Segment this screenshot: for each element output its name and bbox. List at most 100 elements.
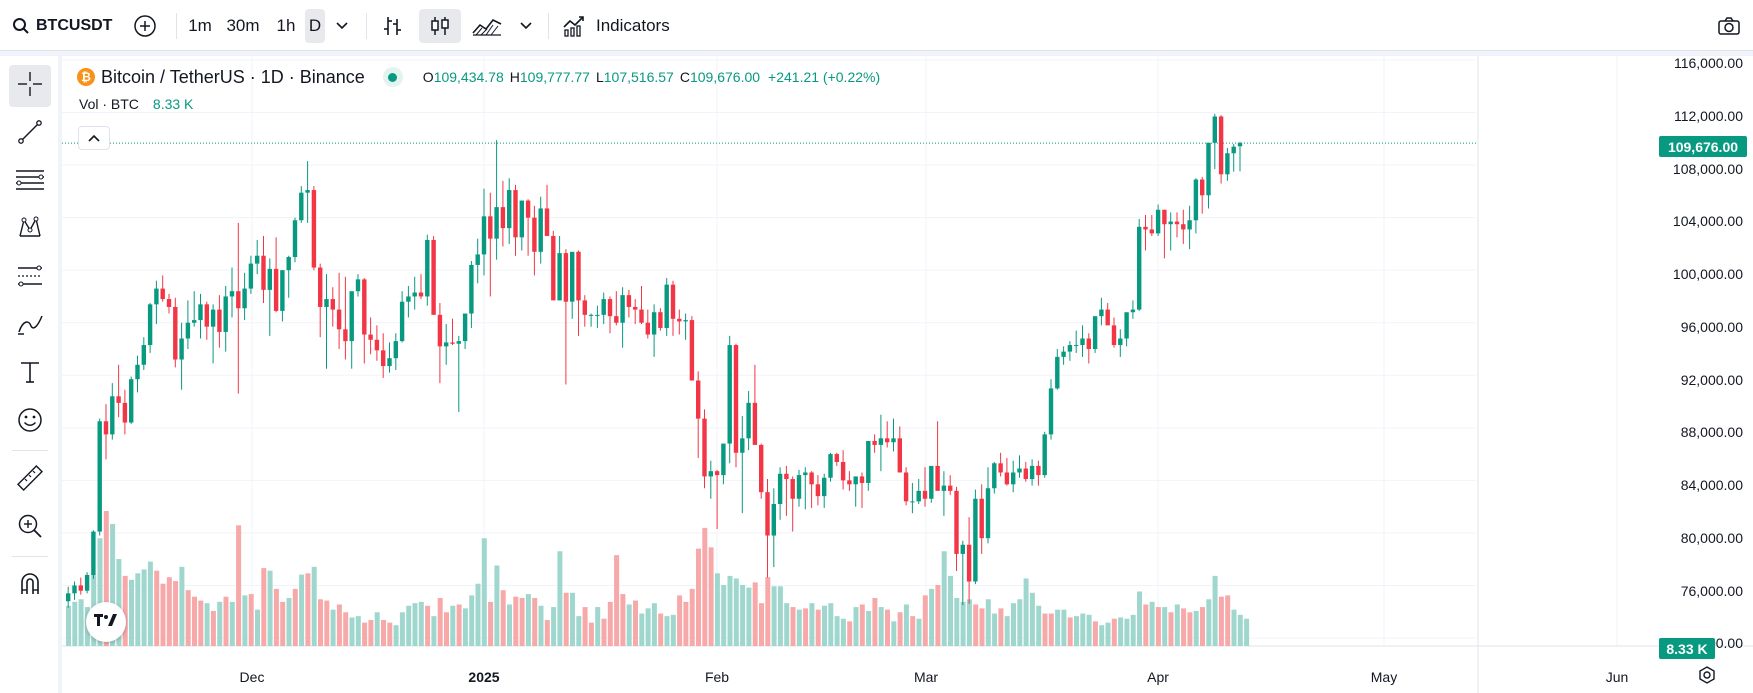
volume-bar bbox=[941, 551, 947, 646]
candle-body bbox=[1105, 309, 1110, 326]
magnet-tool[interactable] bbox=[9, 565, 51, 607]
volume-bar bbox=[998, 608, 1004, 646]
chevron-up-icon bbox=[88, 129, 100, 147]
candle-body bbox=[897, 438, 902, 473]
volume-bar bbox=[1187, 612, 1193, 646]
trendline-tool[interactable] bbox=[9, 113, 51, 155]
volume-bar bbox=[1200, 607, 1205, 646]
emoji-icon bbox=[16, 406, 44, 439]
legend-collapse-button[interactable] bbox=[78, 126, 110, 150]
volume-bar bbox=[103, 511, 109, 646]
volume-bar bbox=[1124, 618, 1130, 646]
candle-body bbox=[903, 472, 909, 502]
volume-bar bbox=[198, 600, 204, 646]
emoji-tool[interactable] bbox=[9, 401, 51, 443]
volume-bar bbox=[192, 596, 197, 646]
indicators-button[interactable]: Indicators bbox=[562, 9, 682, 43]
volume-bar bbox=[1237, 614, 1243, 646]
candle-body bbox=[116, 396, 121, 403]
candle-body bbox=[563, 253, 569, 302]
candle-body bbox=[1193, 179, 1199, 221]
pattern-tool[interactable] bbox=[9, 209, 51, 251]
candle-body bbox=[633, 306, 638, 310]
tradingview-logo[interactable] bbox=[86, 602, 126, 642]
candle-body bbox=[425, 239, 430, 297]
plus-circle-icon bbox=[133, 14, 157, 38]
volume-bar bbox=[1193, 610, 1199, 646]
volume-bar bbox=[513, 596, 519, 646]
series-title[interactable]: Bitcoin / TetherUS · 1D · Binance bbox=[101, 66, 365, 87]
volume-bar bbox=[507, 604, 512, 646]
volume-bar bbox=[387, 622, 393, 646]
measure-tool[interactable] bbox=[9, 459, 51, 501]
volume-bar bbox=[1130, 614, 1136, 646]
interval-d[interactable]: D bbox=[305, 9, 325, 43]
area-style-button[interactable] bbox=[470, 9, 504, 43]
volume-bar bbox=[576, 616, 582, 646]
candle-body bbox=[122, 402, 128, 423]
compare-add-button[interactable] bbox=[128, 9, 162, 43]
interval-30m[interactable]: 30m bbox=[222, 9, 264, 43]
price-tick: 92,000.00 bbox=[1680, 372, 1743, 388]
volume-bar bbox=[286, 597, 292, 646]
candle-body bbox=[513, 190, 518, 238]
candle-body bbox=[721, 443, 726, 476]
volume-bar bbox=[393, 625, 399, 646]
volume-bar bbox=[935, 584, 941, 646]
interval-dropdown[interactable] bbox=[328, 9, 356, 43]
candle-body bbox=[651, 312, 657, 335]
volume-bar bbox=[406, 605, 412, 646]
candle-body bbox=[129, 379, 134, 423]
candle-body bbox=[689, 320, 695, 381]
crosshair-tool[interactable] bbox=[9, 65, 51, 107]
forecast-tool[interactable] bbox=[9, 257, 51, 299]
volume-bar bbox=[771, 586, 777, 646]
candle-body bbox=[551, 236, 556, 301]
volume-bar bbox=[450, 605, 456, 646]
price-tick: 88,000.00 bbox=[1680, 424, 1743, 440]
volume-value-label: 8.33 K bbox=[1659, 638, 1715, 659]
volume-bar bbox=[614, 555, 620, 646]
volume-bar bbox=[1092, 621, 1098, 646]
interval-1h[interactable]: 1h bbox=[270, 9, 302, 43]
volume-bar bbox=[916, 618, 922, 646]
brush-tool[interactable] bbox=[9, 305, 51, 347]
fib-tool[interactable] bbox=[9, 161, 51, 203]
volume-bar bbox=[1218, 596, 1224, 646]
axis-settings-button[interactable] bbox=[1697, 665, 1717, 687]
candle-body bbox=[985, 488, 991, 539]
zoom-in-tool[interactable] bbox=[9, 507, 51, 549]
volume-bar bbox=[374, 612, 380, 646]
candle-body bbox=[1181, 224, 1186, 230]
volume-bar bbox=[777, 586, 783, 646]
candle-body bbox=[305, 190, 310, 193]
candle-body bbox=[217, 309, 222, 332]
interval-1m[interactable]: 1m bbox=[184, 9, 216, 43]
candle-body bbox=[1017, 468, 1022, 473]
close-label: C bbox=[679, 69, 690, 85]
volume-label: Vol · BTC bbox=[79, 96, 139, 112]
candle-body bbox=[834, 454, 839, 462]
text-tool[interactable] bbox=[9, 353, 51, 395]
candles-style-button[interactable] bbox=[419, 9, 461, 43]
price-chart[interactable] bbox=[62, 56, 1753, 693]
interval-label: 30m bbox=[226, 16, 260, 35]
snapshot-button[interactable] bbox=[1712, 9, 1746, 43]
candle-body bbox=[343, 329, 348, 342]
symbol-search[interactable]: BTCUSDT bbox=[8, 9, 114, 43]
symbol-label: BTCUSDT bbox=[36, 17, 113, 34]
candle-body bbox=[1036, 465, 1041, 476]
candle-body bbox=[299, 192, 304, 221]
candle-body bbox=[223, 296, 228, 332]
candle-body bbox=[639, 309, 644, 323]
volume-bar bbox=[992, 613, 998, 646]
candle-body bbox=[1174, 221, 1180, 225]
bars-icon bbox=[382, 15, 404, 37]
volume-bar bbox=[532, 597, 538, 646]
candle-body bbox=[280, 270, 285, 311]
bars-style-button[interactable] bbox=[378, 9, 408, 43]
volume-bar bbox=[727, 575, 733, 646]
market-status-icon[interactable] bbox=[382, 67, 403, 87]
chart-pane[interactable] bbox=[62, 56, 1753, 693]
chart-style-dropdown[interactable] bbox=[512, 9, 540, 43]
